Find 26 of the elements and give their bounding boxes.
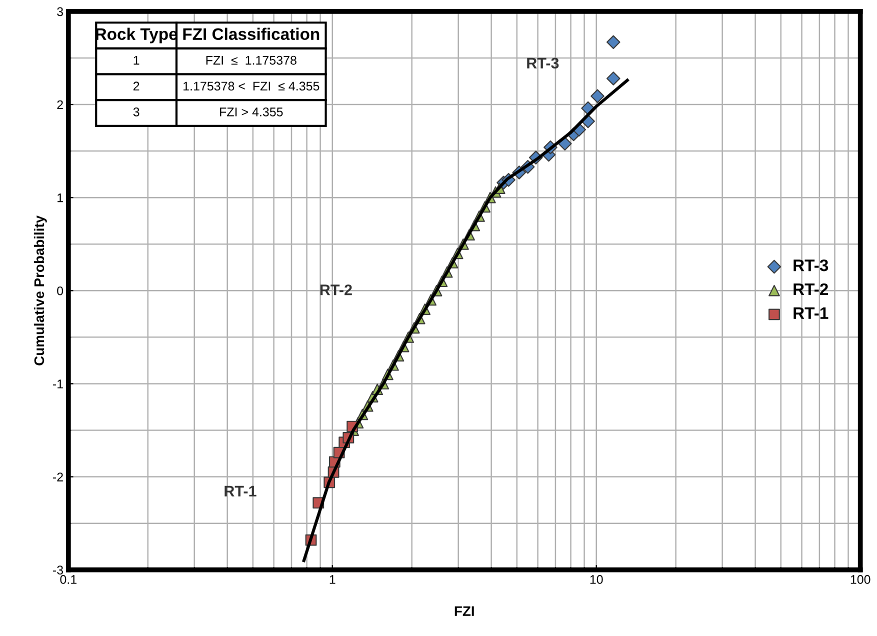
y-tick-label: 3 <box>57 7 63 16</box>
annotation: RT-2 <box>320 284 352 296</box>
y-tick-label: -3 <box>52 566 63 575</box>
x-tick-label: 100 <box>850 575 870 584</box>
annotation: FZI ≤ 1.175378 <box>206 56 296 65</box>
x-tick-label: 1 <box>330 575 336 584</box>
annotation: 1 <box>134 56 140 65</box>
legend-label: RT-3 <box>794 259 828 272</box>
x-axis-title: FZI <box>454 606 474 616</box>
annotation: 1.175378 < FZI ≤ 4.355 <box>184 82 320 91</box>
annotation: RT-3 <box>527 58 559 69</box>
y-tick-label: -1 <box>52 380 63 388</box>
annotation: 3 <box>133 108 140 116</box>
legend-label: RT-2 <box>794 283 828 295</box>
y-tick-label: 1 <box>58 194 63 202</box>
annotation: FZI Classification <box>183 28 320 40</box>
y-tick-label: 2 <box>57 100 63 110</box>
annotation: RT-1 <box>224 486 256 496</box>
y-tick-label: -2 <box>52 472 63 482</box>
x-tick-label: 0.1 <box>60 575 76 584</box>
legend-label: RT-1 <box>794 307 828 319</box>
annotation: 2 <box>133 82 140 90</box>
x-tick-label: 10 <box>590 575 603 584</box>
y-axis-title: Cumulative Probability <box>34 215 47 366</box>
annotation: FZI > 4.355 <box>220 108 283 116</box>
y-tick-label: 0 <box>57 286 64 296</box>
